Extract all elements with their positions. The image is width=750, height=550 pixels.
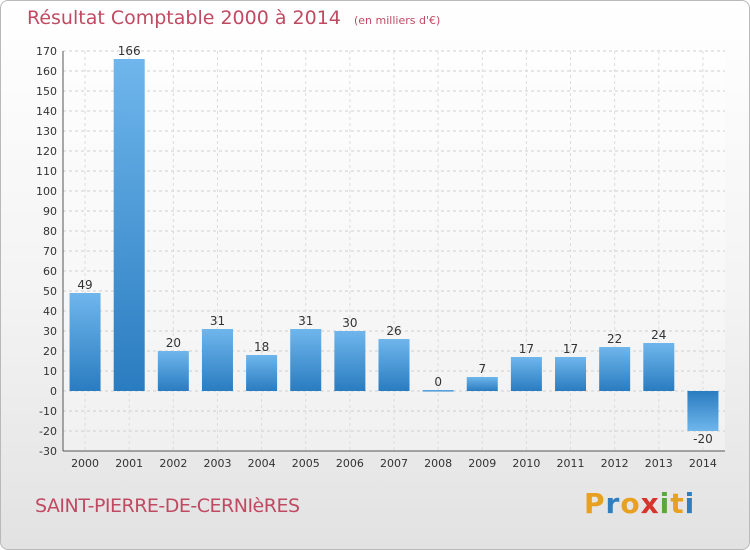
x-tick-label: 2002 (159, 457, 187, 470)
y-tick-label: 40 (43, 305, 57, 318)
y-tick-label: 90 (43, 205, 57, 218)
x-tick-label: 2009 (468, 457, 496, 470)
x-tick-label: 2005 (292, 457, 320, 470)
chart-subtitle: (en milliers d'€) (353, 14, 441, 27)
x-tick-label: 2007 (380, 457, 408, 470)
bar-2002 (157, 351, 189, 391)
value-label: -20 (693, 432, 713, 446)
value-label: 17 (563, 342, 578, 356)
x-tick-label: 2014 (689, 457, 717, 470)
x-tick-label: 2004 (248, 457, 276, 470)
bar-2008 (422, 390, 454, 392)
value-label: 31 (210, 314, 225, 328)
commune-name: SAINT-PIERRE-DE-CERNIèRES (35, 495, 300, 517)
bar-2013 (643, 343, 675, 391)
y-tick-label: 160 (36, 65, 57, 78)
bar-2009 (466, 377, 498, 391)
logo-letter: o (620, 487, 641, 520)
value-label: 166 (118, 44, 141, 58)
value-label: 7 (478, 362, 486, 376)
value-label: 20 (166, 336, 181, 350)
x-tick-label: 2001 (115, 457, 143, 470)
value-label: 24 (651, 328, 666, 342)
value-label: 17 (519, 342, 534, 356)
y-tick-label: 140 (36, 105, 57, 118)
value-label: 18 (254, 340, 269, 354)
bar-2014 (687, 391, 719, 431)
logo-letter: i (684, 487, 696, 520)
y-tick-label: 150 (36, 85, 57, 98)
value-label: 49 (77, 278, 92, 292)
y-tick-label: 120 (36, 145, 57, 158)
proxiti-logo: Proxiti (584, 487, 695, 520)
y-tick-label: 80 (43, 225, 57, 238)
y-tick-label: 50 (43, 285, 57, 298)
value-label: 26 (386, 324, 401, 338)
x-tick-label: 2008 (424, 457, 452, 470)
x-tick-label: 2006 (336, 457, 364, 470)
x-tick-label: 2003 (203, 457, 231, 470)
y-tick-label: 70 (43, 245, 57, 258)
value-label: 31 (298, 314, 313, 328)
y-tick-label: 130 (36, 125, 57, 138)
y-tick-label: 60 (43, 265, 57, 278)
bar-2001 (113, 59, 145, 391)
value-label: 22 (607, 332, 622, 346)
bar-2003 (201, 329, 233, 391)
bar-2006 (334, 331, 366, 391)
x-tick-label: 2000 (71, 457, 99, 470)
y-tick-label: 20 (43, 345, 57, 358)
y-tick-label: -20 (39, 425, 57, 438)
logo-letter: t (670, 487, 685, 520)
y-tick-label: -30 (39, 445, 57, 458)
bar-2010 (510, 357, 542, 391)
bar-2004 (246, 355, 278, 391)
bar-2007 (378, 339, 410, 391)
chart-title: Résultat Comptable 2000 à 2014 (27, 7, 341, 29)
logo-letter: x (640, 487, 660, 520)
logo-letter: i (659, 487, 671, 520)
y-tick-label: -10 (39, 405, 57, 418)
y-tick-label: 10 (43, 365, 57, 378)
y-tick-label: 170 (36, 45, 57, 58)
logo-letter: r (605, 487, 621, 520)
bar-2011 (555, 357, 587, 391)
y-tick-label: 30 (43, 325, 57, 338)
labels-layer: -30-20-100102030405060708090100110120130… (36, 44, 717, 470)
bar-2000 (69, 293, 101, 391)
x-tick-label: 2010 (512, 457, 540, 470)
y-tick-label: 0 (50, 385, 57, 398)
y-tick-label: 100 (36, 185, 57, 198)
bar-2012 (599, 347, 631, 391)
value-label: 30 (342, 316, 357, 330)
logo-letter: P (584, 487, 606, 520)
bars-layer (69, 59, 719, 431)
title-row: Résultat Comptable 2000 à 2014 (en milli… (27, 7, 440, 29)
x-tick-label: 2013 (645, 457, 673, 470)
x-tick-label: 2011 (557, 457, 585, 470)
y-tick-label: 110 (36, 165, 57, 178)
bar-2005 (290, 329, 322, 391)
x-tick-label: 2012 (601, 457, 629, 470)
value-label: 0 (434, 375, 442, 389)
